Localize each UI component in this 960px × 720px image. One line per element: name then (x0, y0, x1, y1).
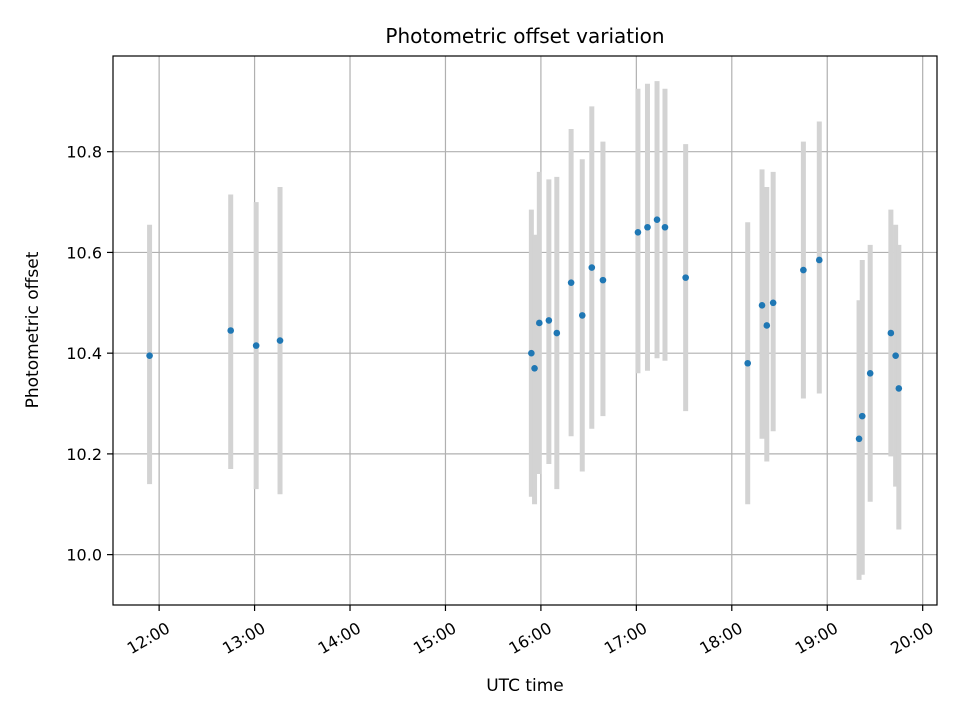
data-point (578, 312, 586, 319)
y-tick-label: 10.4 (66, 344, 102, 363)
data-point (858, 412, 866, 420)
data-point (634, 228, 642, 236)
data-point (276, 337, 284, 344)
data-point (769, 299, 777, 307)
chart-title: Photometric offset variation (385, 24, 664, 48)
y-tick-label: 10.6 (66, 243, 102, 262)
data-point (855, 435, 863, 443)
data-point (682, 274, 689, 281)
plot-frame (112, 55, 938, 606)
data-point (744, 359, 752, 367)
data-point (661, 223, 669, 231)
x-axis-label: UTC time (486, 676, 564, 696)
data-point (599, 276, 607, 284)
data-point (653, 216, 661, 223)
data-point (895, 385, 903, 392)
data-point (146, 352, 153, 359)
data-point (866, 370, 874, 377)
data-point (536, 319, 543, 327)
data-point (758, 302, 766, 309)
data-point (545, 317, 553, 324)
data-point (800, 266, 807, 274)
data-point (528, 349, 535, 357)
y-axis-ticks: 10.0 10.2 10.4 10.6 10.8 (66, 143, 113, 565)
data-point (763, 322, 771, 329)
y-tick-label: 10.0 (66, 546, 102, 565)
data-point (644, 223, 651, 231)
data-point (553, 329, 561, 337)
data-point (252, 342, 260, 349)
y-tick-label: 10.8 (66, 143, 102, 162)
data-point (227, 327, 235, 334)
data-point (567, 279, 575, 286)
data-point (588, 264, 596, 271)
data-point (892, 352, 899, 359)
data-point (531, 364, 538, 372)
data-points (146, 216, 903, 443)
data-point (815, 256, 823, 264)
data-point (887, 329, 895, 337)
y-tick-label: 10.2 (66, 445, 102, 464)
y-axis-label: Photometric offset (23, 251, 43, 408)
